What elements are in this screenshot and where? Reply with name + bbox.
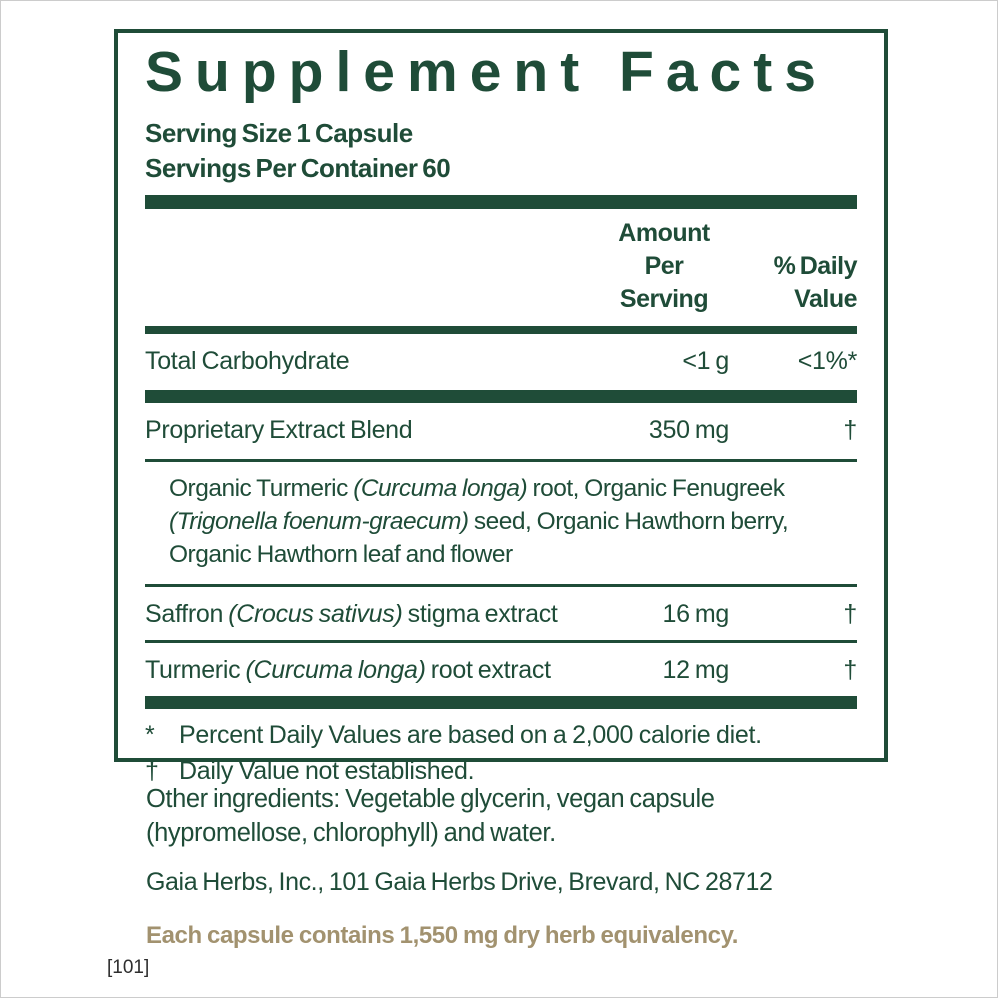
blend-line: (Trigonella foenum-graecum) seed, Organi… — [169, 505, 857, 538]
divider-thick-mid — [145, 390, 857, 404]
column-header-daily-value: % Daily Value — [729, 250, 858, 316]
column-header-dv-line2: Value — [794, 284, 857, 313]
column-header-amount-line1: Amount — [618, 218, 710, 247]
text-segment: Total Carbohydrate — [145, 346, 350, 375]
text-segment: Organic Turmeric — [169, 475, 354, 503]
footnote-symbol: † — [145, 756, 159, 785]
row-name: Total Carbohydrate — [145, 346, 599, 377]
latin-name-italic: (Crocus sativus) — [228, 599, 403, 628]
row-amount: 350 mg — [648, 416, 729, 445]
divider-medium — [145, 325, 857, 334]
footnote-text: Percent Daily Values are based on a 2,00… — [179, 721, 762, 750]
row-daily-value: † — [843, 655, 857, 684]
other-ingredients-line2: (hypromellose, chlorophyll) and water. — [146, 818, 556, 847]
blend-line: Organic Hawthorn leaf and flower — [169, 538, 857, 571]
footnote-symbol: * — [145, 721, 155, 750]
column-header-amount-line2: Per Serving — [619, 251, 709, 313]
row-daily-value: <1%* — [797, 346, 858, 375]
text-segment: Organic Hawthorn leaf and flower — [169, 541, 513, 569]
text-segment: Proprietary Extract Blend — [145, 416, 413, 445]
herb-equivalency-note: Each capsule contains 1,550 mg dry herb … — [146, 921, 739, 949]
other-ingredients-line1: Other ingredients: Vegetable glycerin, v… — [146, 785, 715, 813]
serving-size: Serving Size 1 Capsule — [145, 117, 413, 148]
text-segment: root, Organic Fenugreek — [527, 475, 785, 503]
nutrient-row-turmeric: Turmeric (Curcuma longa) root extract 12… — [145, 643, 857, 696]
row-amount: 16 mg — [662, 599, 730, 628]
footnotes: * Percent Daily Values are based on a 2,… — [145, 719, 857, 787]
latin-name-italic: (Trigonella foenum-graecum) — [169, 508, 469, 536]
text-segment: Turmeric — [145, 655, 246, 684]
nutrient-row-proprietary-blend: Proprietary Extract Blend 350 mg † — [145, 403, 857, 459]
latin-name-italic: (Curcuma longa) — [353, 475, 528, 503]
footnote-dagger: † Daily Value not established. — [145, 755, 857, 788]
divider-thick-bottom — [145, 696, 857, 710]
text-segment: Saffron — [145, 599, 229, 628]
row-amount: 12 mg — [662, 655, 730, 684]
latin-name-italic: (Curcuma longa) — [245, 655, 426, 684]
manufacturer-address: Gaia Herbs, Inc., 101 Gaia Herbs Drive, … — [146, 867, 773, 896]
row-name: Saffron (Crocus sativus) stigma extract — [145, 599, 599, 630]
servings-per-container: Servings Per Container 60 — [145, 153, 451, 184]
text-segment: stigma extract — [402, 599, 558, 628]
panel-title: Supplement Facts — [145, 40, 828, 104]
row-amount: <1 g — [682, 346, 729, 375]
footnote-text: Daily Value not established. — [179, 756, 475, 785]
row-name: Proprietary Extract Blend — [145, 415, 599, 446]
divider-thick-top — [145, 194, 857, 209]
footer-code: [101] — [107, 957, 150, 978]
divider-thin — [145, 583, 857, 587]
supplement-facts-panel: Supplement Facts Serving Size 1 Capsule … — [114, 29, 888, 785]
blend-description: Organic Turmeric (Curcuma longa) root, O… — [169, 472, 857, 571]
row-name: Turmeric (Curcuma longa) root extract — [145, 655, 599, 686]
column-header-dv-line1: % Daily — [773, 251, 858, 280]
row-daily-value: † — [843, 599, 857, 628]
below-panel-info: Other ingredients: Vegetable glycerin, v… — [146, 783, 926, 950]
divider-thin — [145, 639, 857, 643]
footnote-asterisk: * Percent Daily Values are based on a 2,… — [145, 719, 857, 752]
nutrient-row-saffron: Saffron (Crocus sativus) stigma extract … — [145, 587, 857, 640]
text-segment: seed, Organic Hawthorn berry, — [468, 508, 789, 536]
blend-line: Organic Turmeric (Curcuma longa) root, O… — [169, 472, 857, 505]
column-header-amount: Amount Per Serving — [599, 217, 729, 316]
text-segment: root extract — [425, 655, 551, 684]
row-daily-value: † — [843, 416, 857, 445]
divider-thin — [145, 459, 857, 463]
column-header-row: Amount Per Serving % Daily Value — [145, 209, 857, 326]
nutrient-row-total-carbohydrate: Total Carbohydrate <1 g <1%* — [145, 334, 857, 390]
